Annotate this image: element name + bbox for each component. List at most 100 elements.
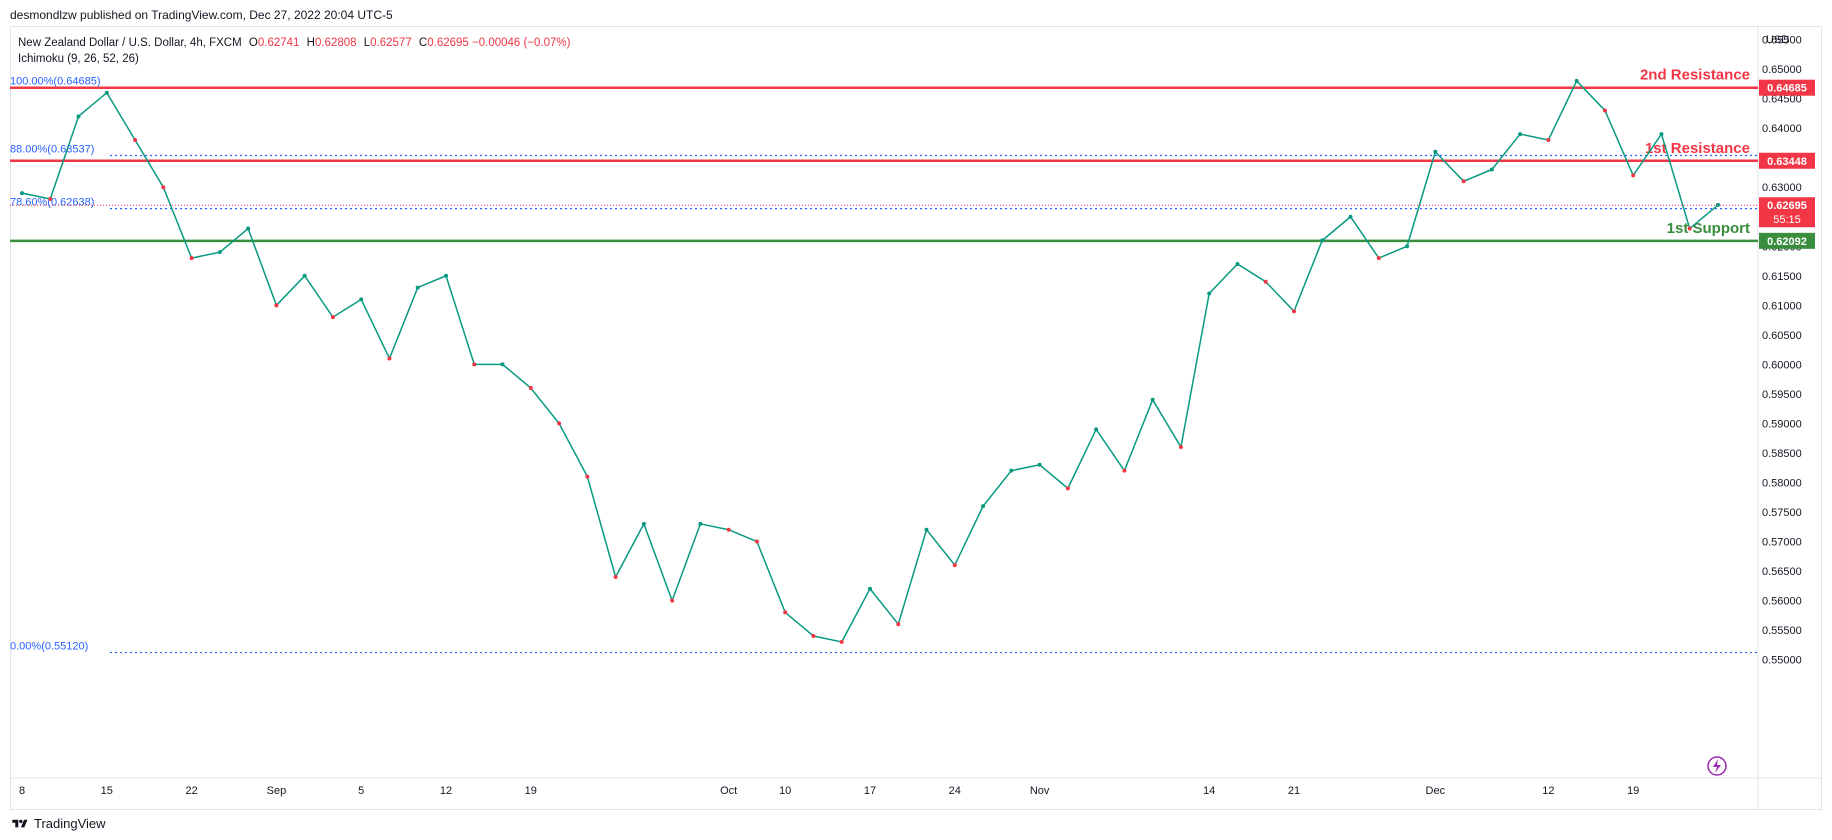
price-point bbox=[698, 521, 703, 526]
x-tick-label: 19 bbox=[525, 785, 537, 797]
price-point bbox=[981, 504, 986, 509]
chart-frame[interactable] bbox=[10, 26, 1822, 810]
level-price-label: 0.63448 bbox=[1767, 156, 1807, 168]
price-point bbox=[1150, 397, 1155, 402]
price-point bbox=[585, 474, 590, 479]
y-tick-label: 0.64000 bbox=[1762, 123, 1802, 135]
x-tick-label: 8 bbox=[19, 785, 25, 797]
x-tick-label: 22 bbox=[185, 785, 197, 797]
y-tick-label: 0.57500 bbox=[1762, 507, 1802, 519]
price-point bbox=[1546, 137, 1551, 142]
price-point bbox=[1433, 149, 1438, 154]
price-point bbox=[1207, 291, 1212, 296]
x-tick-label: 21 bbox=[1288, 785, 1300, 797]
price-point bbox=[1405, 244, 1410, 249]
x-tick-label: 15 bbox=[101, 785, 113, 797]
price-point bbox=[104, 90, 109, 95]
x-tick-label: Oct bbox=[720, 785, 737, 797]
y-tick-label: 0.57000 bbox=[1762, 537, 1802, 549]
price-point bbox=[48, 197, 53, 202]
price-point bbox=[811, 634, 816, 639]
symbol-title: New Zealand Dollar / U.S. Dollar, 4h, FX… bbox=[18, 37, 242, 49]
price-point bbox=[217, 250, 222, 255]
price-point bbox=[387, 356, 392, 361]
price-series-line bbox=[21, 79, 1719, 643]
fib-label: 100.00%(0.64685) bbox=[10, 76, 101, 88]
x-tick-label: 10 bbox=[779, 785, 791, 797]
price-point bbox=[868, 586, 872, 591]
ohlc-high: H0.62808 bbox=[306, 37, 357, 49]
price-point bbox=[1631, 173, 1636, 178]
price-point bbox=[952, 563, 957, 568]
level-price-label: 0.64685 bbox=[1767, 83, 1807, 95]
price-point bbox=[274, 303, 279, 308]
y-tick-label: 0.59500 bbox=[1762, 389, 1802, 401]
price-point bbox=[246, 226, 251, 231]
x-tick-label: 14 bbox=[1203, 785, 1215, 797]
price-point bbox=[1320, 238, 1325, 243]
y-tick-label: 0.65000 bbox=[1762, 64, 1802, 76]
price-point bbox=[641, 521, 646, 526]
publisher-line: desmondlzw published on TradingView.com,… bbox=[10, 8, 393, 22]
y-tick-label: 0.56000 bbox=[1762, 596, 1802, 608]
x-tick-label: 5 bbox=[358, 785, 364, 797]
x-tick-label: Nov bbox=[1030, 785, 1050, 797]
currency-label: USD bbox=[1766, 34, 1790, 46]
y-tick-label: 0.61500 bbox=[1762, 271, 1802, 283]
x-tick-label: Dec bbox=[1426, 785, 1446, 797]
price-point bbox=[1489, 167, 1494, 172]
price-point bbox=[161, 185, 166, 190]
price-point bbox=[528, 385, 533, 390]
price-point bbox=[1602, 108, 1607, 113]
x-tick-label: 12 bbox=[440, 785, 452, 797]
level-name: 2nd Resistance bbox=[1640, 67, 1750, 84]
y-tick-label: 0.55000 bbox=[1762, 655, 1802, 667]
y-tick-label: 0.61000 bbox=[1762, 300, 1802, 312]
price-point bbox=[754, 539, 759, 544]
price-point bbox=[1094, 427, 1099, 432]
price-point bbox=[1461, 179, 1466, 184]
level-price-label: 0.62092 bbox=[1767, 236, 1807, 248]
fib-label: 78.60%(0.62638) bbox=[10, 197, 94, 209]
countdown-label: 55:15 bbox=[1773, 214, 1801, 226]
price-point bbox=[1659, 132, 1664, 137]
y-tick-label: 0.59000 bbox=[1762, 418, 1802, 430]
price-point bbox=[1263, 279, 1268, 284]
y-tick-label: 0.60500 bbox=[1762, 330, 1802, 342]
indicator-label[interactable]: Ichimoku (9, 26, 52, 26) bbox=[18, 53, 139, 65]
x-tick-label: 24 bbox=[949, 785, 961, 797]
price-point bbox=[76, 114, 81, 119]
x-tick-label: 12 bbox=[1542, 785, 1554, 797]
price-point bbox=[302, 273, 307, 278]
y-tick-label: 0.56500 bbox=[1762, 566, 1802, 578]
lightning-icon bbox=[1707, 756, 1727, 776]
chart-legend: New Zealand Dollar / U.S. Dollar, 4h, FX… bbox=[18, 35, 570, 67]
price-point bbox=[1292, 309, 1296, 314]
price-point bbox=[1574, 78, 1579, 83]
fib-label: 0.00%(0.55120) bbox=[10, 641, 88, 653]
price-point bbox=[189, 256, 194, 261]
price-point bbox=[783, 610, 788, 615]
footer-brand-label: TradingView bbox=[34, 816, 106, 831]
price-point bbox=[1009, 468, 1014, 473]
footer-brand[interactable]: TradingView bbox=[10, 816, 106, 831]
ohlc-low: L0.62577 bbox=[363, 37, 412, 49]
x-tick-label: 19 bbox=[1627, 785, 1639, 797]
price-point bbox=[500, 362, 505, 367]
price-point bbox=[1376, 256, 1381, 261]
price-point bbox=[1122, 468, 1127, 473]
x-tick-label: Sep bbox=[267, 785, 287, 797]
y-tick-label: 0.64500 bbox=[1762, 94, 1802, 106]
level-price-badge bbox=[1759, 232, 1815, 249]
price-point bbox=[1037, 462, 1042, 467]
price-point bbox=[726, 527, 731, 532]
price-point bbox=[444, 273, 448, 278]
price-point bbox=[359, 297, 364, 302]
level-name: 1st Support bbox=[1667, 220, 1750, 237]
level-name: 1st Resistance bbox=[1645, 140, 1750, 157]
price-point bbox=[1178, 445, 1183, 450]
y-tick-label: 0.63000 bbox=[1762, 182, 1802, 194]
price-point bbox=[20, 191, 24, 196]
y-tick-label: 0.55500 bbox=[1762, 625, 1802, 637]
